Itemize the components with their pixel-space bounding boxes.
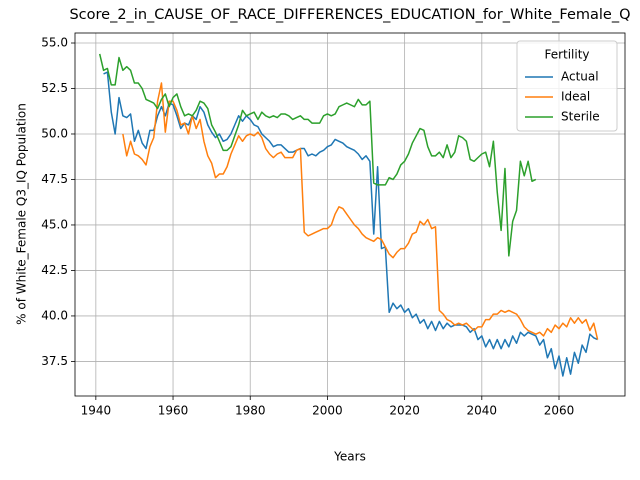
x-tick-label: 2060: [544, 404, 575, 418]
x-tick-label: 2000: [312, 404, 343, 418]
y-tick-label: 47.5: [41, 172, 68, 186]
data-line: [103, 71, 598, 377]
x-axis-label: Years: [333, 450, 366, 464]
y-tick-label: 50.0: [41, 126, 68, 140]
x-tick-label: 2020: [389, 404, 420, 418]
x-tick-label: 1960: [158, 404, 189, 418]
legend-label: Sterile: [561, 110, 600, 124]
y-axis-label: % of White_Female Q3_IQ Population: [15, 103, 29, 325]
y-tick-label: 55.0: [41, 36, 68, 50]
y-tick-label: 52.5: [41, 81, 68, 95]
data-line: [98, 53, 537, 257]
y-tick-label: 42.5: [41, 263, 68, 277]
legend-label: Actual: [561, 70, 599, 84]
legend-label: Ideal: [561, 90, 590, 104]
x-tick-label: 2040: [467, 404, 498, 418]
x-tick-label: 1980: [235, 404, 266, 418]
plot-frame: [74, 32, 626, 397]
legend: Fertility Actual Ideal Sterile: [516, 40, 618, 132]
x-tick-label: 1940: [81, 404, 112, 418]
y-tick-label: 37.5: [41, 354, 68, 368]
chart-title: Score_2_in_CAUSE_OF_RACE_DIFFERENCES_EDU…: [69, 7, 630, 23]
legend-title: Fertility: [544, 48, 589, 62]
y-tick-label: 45.0: [41, 217, 68, 231]
y-tick-label: 40.0: [41, 308, 68, 322]
legend-box: [516, 40, 618, 132]
data-line: [122, 82, 599, 340]
